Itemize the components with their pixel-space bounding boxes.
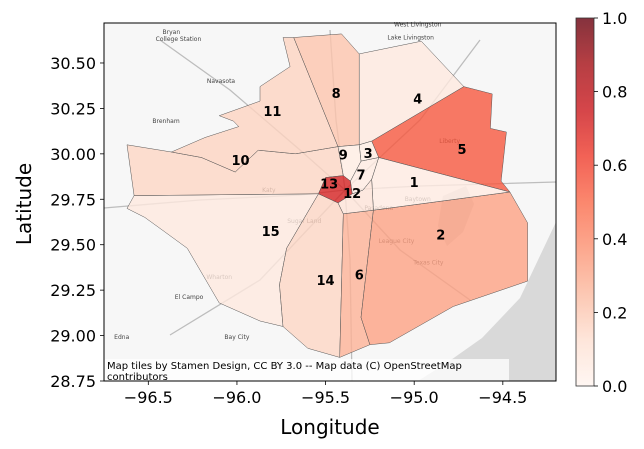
colorbar-ticks: 0.0 0.2 0.4 0.6 0.8 1.0 [594,9,627,396]
colorbar: 0.0 0.2 0.4 0.6 0.8 1.0 [575,9,627,396]
region-label-10: 10 [231,154,249,169]
attribution-background [105,359,509,383]
y-tick-label: 30.00 [50,145,96,164]
region-8 [293,33,360,147]
colorbar-gradient [575,17,595,387]
region-label-6: 6 [355,269,364,284]
colorbar-tick-label: 1.0 [602,9,627,28]
y-tick-label: 30.25 [50,99,96,118]
x-tick-label: −94.5 [478,388,527,407]
region-label-5: 5 [458,143,467,158]
region-label-13: 13 [320,178,338,193]
x-tick-label: −95.0 [390,388,439,407]
basemap-attribution: Map tiles by Stamen Design, CC BY 3.0 --… [105,359,509,383]
x-axis-ticks: −96.5 −96.0 −95.5 −95.0 −94.5 [124,381,527,407]
region-label-14: 14 [317,274,335,289]
colorbar-tick-label: 0.8 [602,83,627,102]
basemap-place-label: Edna [114,334,129,341]
region-11 [170,37,339,173]
y-axis-ticks: 28.75 29.00 29.25 29.50 29.75 30.00 30.25 30.50 [50,54,104,391]
region-2 [360,191,528,345]
region-label-9: 9 [339,149,348,164]
basemap-place-label: El Campo [175,294,204,301]
basemap-place-label: West Livingston [394,22,442,29]
basemap-place-label: Brenham [152,118,179,125]
y-tick-label: 29.75 [50,190,96,209]
region-label-12: 12 [343,187,361,202]
basemap-place-label: Bryan [163,29,181,36]
attribution-line-2: contributors [107,372,168,383]
region-label-4: 4 [413,92,422,107]
colorbar-tick-label: 0.0 [602,377,627,396]
region-13 [318,175,353,204]
map-frame [103,22,557,382]
region-label-1: 1 [410,176,419,191]
y-tick-label: 28.75 [50,372,96,391]
region-label-3: 3 [364,147,373,162]
region-label-11: 11 [263,105,281,120]
choropleth-regions [126,33,528,358]
y-tick-label: 29.50 [50,236,96,255]
gulf-water [418,222,556,381]
region-label-2: 2 [436,229,445,244]
region-label-7: 7 [356,169,365,184]
basemap-place-label: Navasota [207,78,236,85]
y-tick-label: 30.50 [50,54,96,73]
x-tick-label: −96.0 [212,388,261,407]
region-label-8: 8 [332,87,341,102]
basemap-place-label: Lake Livingston [387,34,434,41]
attribution-line-1: Map tiles by Stamen Design, CC BY 3.0 --… [107,361,462,372]
y-axis-label: Latitude [12,163,36,245]
x-axis-label: Longitude [280,415,379,439]
region-label-15: 15 [262,225,280,240]
x-tick-label: −96.5 [124,388,173,407]
y-tick-label: 29.25 [50,281,96,300]
colorbar-tick-label: 0.6 [602,156,627,175]
y-tick-label: 29.00 [50,327,96,346]
colorbar-tick-label: 0.2 [602,303,627,322]
x-tick-label: −95.5 [301,388,350,407]
colorbar-tick-label: 0.4 [602,230,627,249]
basemap-place-label: College Station [156,36,202,43]
basemap-place-label: Bay City [224,334,249,341]
